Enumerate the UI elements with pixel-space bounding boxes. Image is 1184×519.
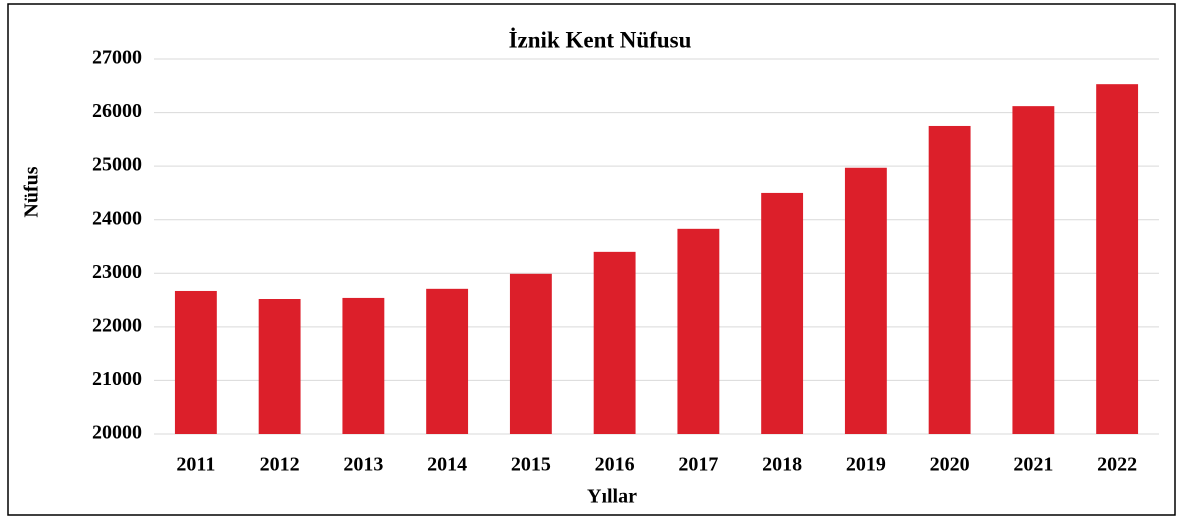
bar bbox=[928, 125, 971, 434]
y-tick-label: 21000 bbox=[92, 368, 142, 390]
bar bbox=[174, 290, 217, 434]
chart-border bbox=[7, 3, 1176, 516]
x-tick-label: 2017 bbox=[678, 454, 718, 476]
x-tick-label: 2014 bbox=[427, 454, 467, 476]
x-tick-label: 2012 bbox=[260, 454, 300, 476]
bar bbox=[593, 251, 636, 434]
x-tick-label: 2021 bbox=[1013, 454, 1053, 476]
bar bbox=[509, 273, 552, 434]
x-tick-label: 2018 bbox=[762, 454, 802, 476]
y-tick-label: 25000 bbox=[92, 154, 142, 176]
bar bbox=[677, 228, 720, 434]
x-axis-label: Yıllar bbox=[587, 486, 637, 508]
x-tick-label: 2011 bbox=[176, 454, 215, 476]
bar bbox=[258, 299, 301, 434]
bar bbox=[1012, 106, 1055, 435]
bar bbox=[1096, 84, 1139, 434]
y-tick-label: 22000 bbox=[92, 314, 142, 336]
bar bbox=[761, 192, 804, 434]
y-tick-label: 23000 bbox=[92, 261, 142, 283]
x-tick-label: 2022 bbox=[1097, 454, 1137, 476]
bar bbox=[844, 167, 887, 434]
chart-title: İznik Kent Nüfusu bbox=[509, 27, 692, 52]
y-tick-label: 27000 bbox=[92, 47, 142, 69]
x-tick-label: 2013 bbox=[343, 454, 383, 476]
y-tick-label: 26000 bbox=[92, 100, 142, 122]
y-tick-label: 20000 bbox=[92, 422, 142, 444]
x-tick-label: 2020 bbox=[930, 454, 970, 476]
y-tick-label: 24000 bbox=[92, 207, 142, 229]
bar bbox=[342, 297, 385, 434]
x-tick-label: 2015 bbox=[511, 454, 551, 476]
bar bbox=[426, 288, 469, 434]
x-tick-label: 2019 bbox=[846, 454, 886, 476]
y-axis-label: Nüfus bbox=[21, 166, 43, 217]
x-tick-label: 2016 bbox=[595, 454, 635, 476]
